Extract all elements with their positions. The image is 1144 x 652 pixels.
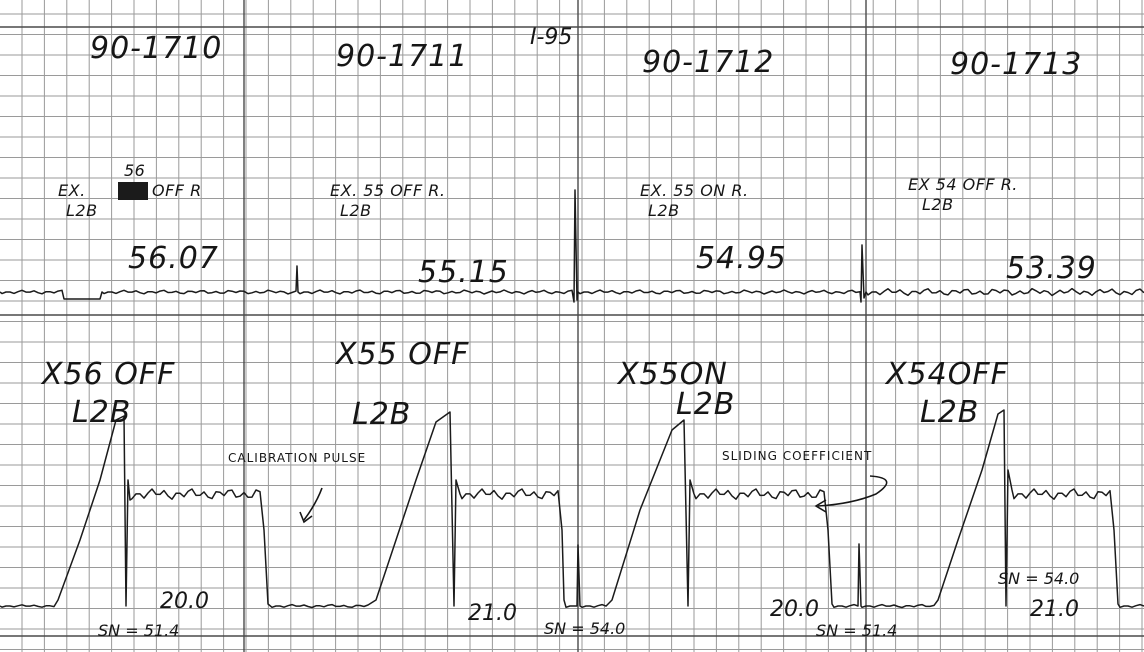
lower-label-3: X55ON xyxy=(616,357,728,392)
sn-value-2: SN = 54.0 xyxy=(544,619,625,638)
friction-reading-1: 56.07 xyxy=(128,241,219,276)
speed-3: 20.0 xyxy=(770,597,819,622)
sn-value-4: SN = 54.0 xyxy=(998,569,1079,588)
lane-2: L2B xyxy=(340,201,372,220)
friction-reading-4: 53.39 xyxy=(1006,251,1097,286)
friction-reading-2: 55.15 xyxy=(418,255,509,290)
route-label: I-95 xyxy=(530,25,572,50)
test-id-4: 90-1713 xyxy=(950,47,1082,82)
chart-traces xyxy=(0,189,1144,609)
exit-label-3: EX. 55 ON R. xyxy=(640,181,749,200)
lane-3: L2B xyxy=(648,201,680,220)
friction-reading-3: 54.95 xyxy=(696,241,787,276)
exit-label-4: EX 54 OFF R. xyxy=(908,175,1018,194)
sliding-arrow xyxy=(817,475,888,507)
lower-label-4: X54OFF xyxy=(884,357,1009,392)
lane-1: L2B xyxy=(66,201,98,220)
speed-2: 21.0 xyxy=(468,601,517,626)
scribble-mark xyxy=(118,182,148,200)
test-id-3: 90-1712 xyxy=(642,45,774,80)
sliding-label: SLIDING COEFFICIENT xyxy=(722,449,872,463)
calibration-arrowhead xyxy=(299,511,313,524)
exit-label-2: EX. 55 OFF R. xyxy=(330,181,445,200)
upper-trace-line xyxy=(0,189,1144,303)
exit-label-1b: OFF R xyxy=(152,181,202,200)
sn-value-1: SN = 51.4 xyxy=(98,621,179,640)
lower-lane-2: L2B xyxy=(352,397,411,432)
sliding-arrowhead xyxy=(814,499,827,513)
lower-lane-1: L2B xyxy=(72,395,131,430)
lower-trace-line xyxy=(0,409,1144,609)
sn-value-3: SN = 51.4 xyxy=(816,621,897,640)
exit-label-1a: EX. xyxy=(58,181,86,200)
calibration-arrow xyxy=(303,487,323,521)
lane-4: L2B xyxy=(922,195,954,214)
lower-lane-3: L2B xyxy=(676,387,735,422)
speed-1: 20.0 xyxy=(160,589,209,614)
calibration-label: CALIBRATION PULSE xyxy=(228,451,366,465)
test-id-2: 90-1711 xyxy=(336,39,468,74)
lower-label-2: X55 OFF xyxy=(334,337,469,372)
exit-crossed-1: 56 xyxy=(124,161,145,180)
lower-label-1: X56 OFF xyxy=(40,357,175,392)
test-id-1: 90-1710 xyxy=(90,31,222,66)
speed-4: 21.0 xyxy=(1030,597,1079,622)
lower-lane-4: L2B xyxy=(920,395,979,430)
